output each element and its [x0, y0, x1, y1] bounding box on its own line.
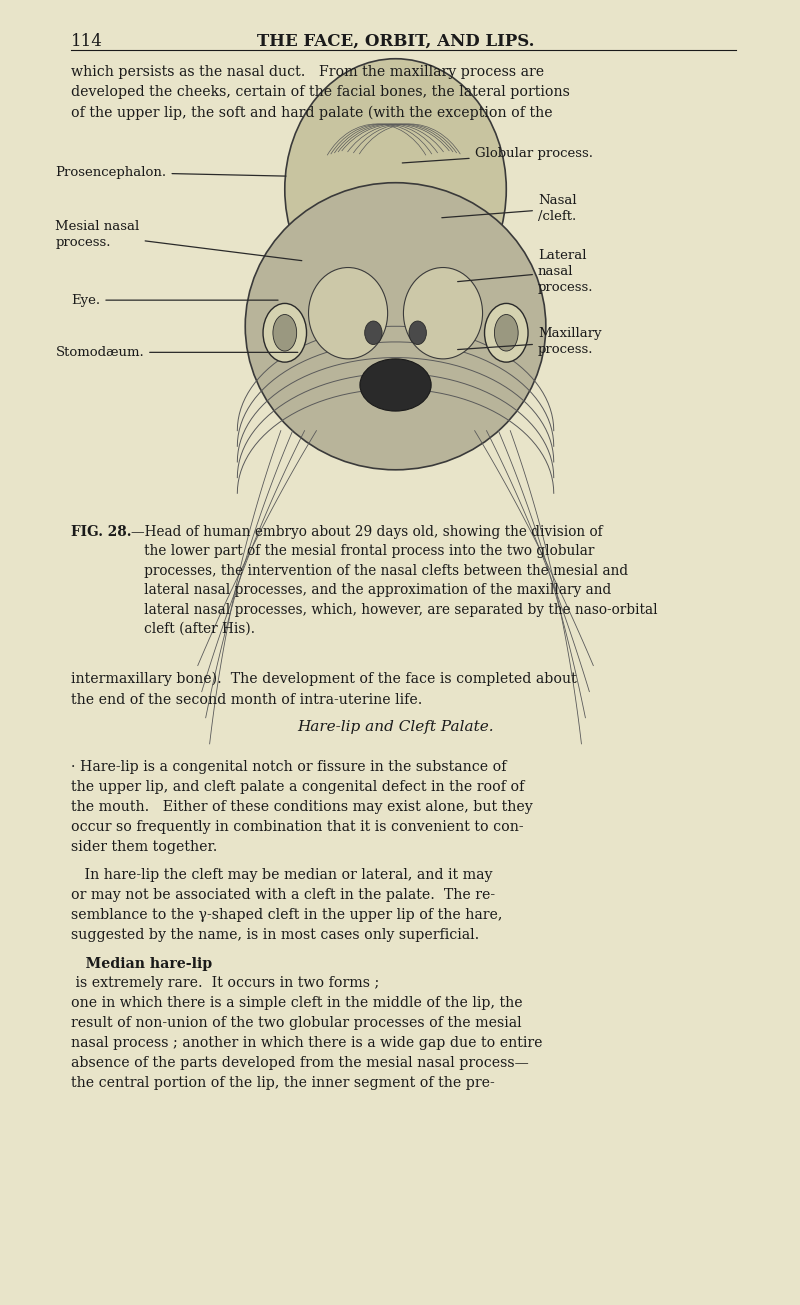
- Ellipse shape: [485, 304, 528, 363]
- Text: —Head of human embryo about 29 days old, showing the division of
   the lower pa: —Head of human embryo about 29 days old,…: [130, 525, 657, 636]
- Text: Globular process.: Globular process.: [402, 147, 593, 163]
- Text: Nasal
/cleft.: Nasal /cleft.: [442, 194, 577, 223]
- Text: FIG. 28.: FIG. 28.: [71, 525, 132, 539]
- Text: Lateral
nasal
process.: Lateral nasal process.: [458, 249, 594, 294]
- Ellipse shape: [365, 321, 382, 345]
- Text: 114: 114: [71, 33, 103, 50]
- Ellipse shape: [246, 183, 546, 470]
- Text: THE FACE, ORBIT, AND LIPS.: THE FACE, ORBIT, AND LIPS.: [257, 33, 534, 50]
- Text: Mesial nasal
process.: Mesial nasal process.: [55, 221, 302, 261]
- Ellipse shape: [309, 268, 388, 359]
- Ellipse shape: [494, 315, 518, 351]
- Text: Stomodæum.: Stomodæum.: [55, 346, 298, 359]
- Text: Hare-lip and Cleft Palate.: Hare-lip and Cleft Palate.: [298, 720, 494, 735]
- Text: Median hare-lip: Median hare-lip: [71, 957, 212, 971]
- Ellipse shape: [263, 304, 306, 363]
- Text: Eye.: Eye.: [71, 294, 278, 307]
- Ellipse shape: [403, 268, 482, 359]
- Text: Maxillary
process.: Maxillary process.: [458, 328, 602, 356]
- Text: In hare-lip the cleft may be median or lateral, and it may
or may not be associa: In hare-lip the cleft may be median or l…: [71, 868, 502, 942]
- Ellipse shape: [409, 321, 426, 345]
- Text: is extremely rare.  It occurs in two forms ;
one in which there is a simple clef: is extremely rare. It occurs in two form…: [71, 976, 542, 1091]
- Text: which persists as the nasal duct.   From the maxillary process are
developed the: which persists as the nasal duct. From t…: [71, 65, 570, 120]
- Text: Prosencephalon.: Prosencephalon.: [55, 166, 286, 179]
- Text: intermaxillary bone).  The development of the face is completed about
the end of: intermaxillary bone). The development of…: [71, 672, 577, 706]
- Ellipse shape: [273, 315, 297, 351]
- Ellipse shape: [360, 359, 431, 411]
- Ellipse shape: [285, 59, 506, 320]
- Text: · Hare-lip is a congenital notch or fissure in the substance of
the upper lip, a: · Hare-lip is a congenital notch or fiss…: [71, 760, 533, 853]
